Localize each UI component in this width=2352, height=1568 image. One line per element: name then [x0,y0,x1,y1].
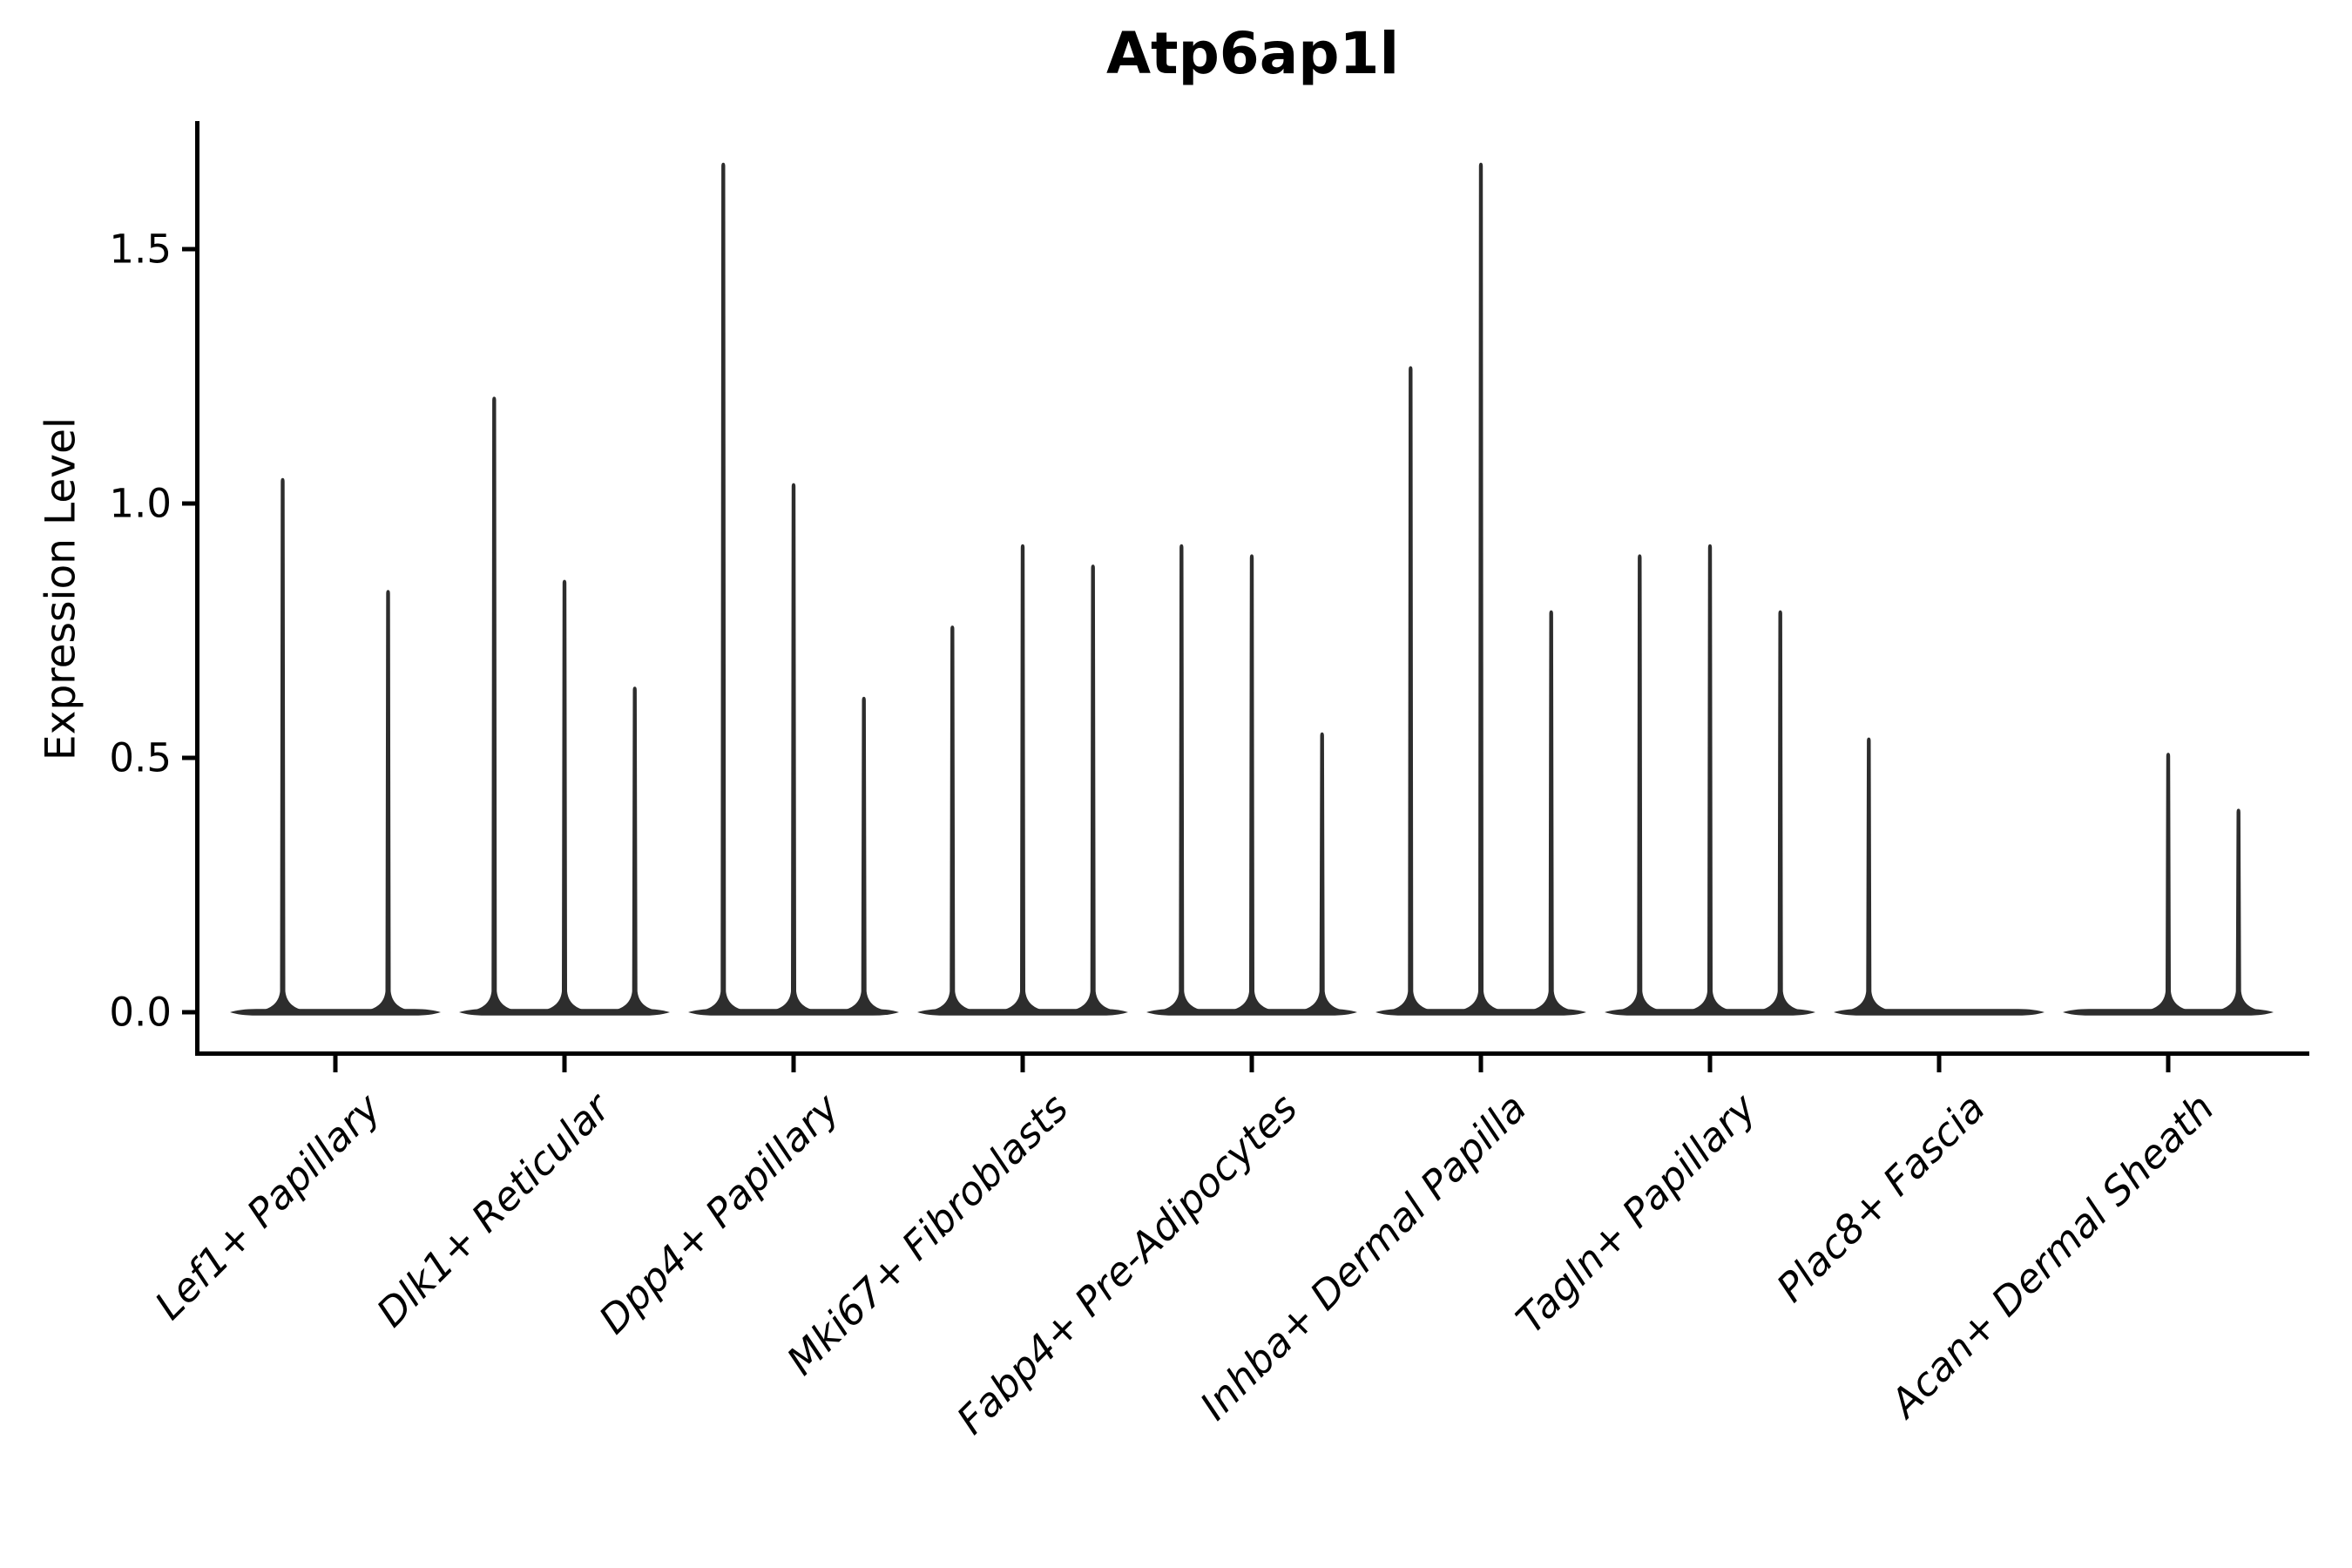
violin-spike-3-1 [1000,544,1045,1010]
violin-spike-8-0 [2146,753,2191,1010]
violin-base-2 [688,1009,899,1016]
violin-spike-4-2 [1299,732,1345,1010]
violin-spike-8-1 [2215,808,2261,1010]
plot-title: Atp6ap1l [1105,20,1400,87]
violin-spike-3-0 [929,625,976,1010]
violin-spike-0-0 [260,477,306,1010]
violin-spike-5-1 [1458,162,1504,1011]
violin-base-5 [1375,1009,1586,1016]
violin-spike-3-2 [1070,564,1116,1010]
violin-base-0 [230,1009,441,1016]
violin-spike-2-0 [700,162,747,1011]
violin-spike-1-2 [612,686,658,1010]
y-tick-label: 1.5 [109,226,172,273]
violin-base-4 [1146,1009,1357,1016]
violin-base-6 [1605,1009,1815,1016]
violin-base-1 [459,1009,670,1016]
violin-spike-2-2 [841,696,887,1010]
violin-spike-5-0 [1388,366,1434,1010]
violin-base-7 [1834,1009,2044,1016]
violin-spike-6-2 [1757,610,1803,1010]
violin-spike-6-0 [1617,554,1663,1010]
violin-spike-5-2 [1528,610,1574,1010]
y-tick-label: 0.0 [109,989,172,1036]
violin-base-8 [2063,1009,2274,1016]
violin-base-3 [917,1009,1128,1016]
violin-spike-1-1 [542,579,587,1010]
violin-spike-2-1 [771,483,816,1010]
violin-spike-4-0 [1159,544,1205,1010]
violin-spike-7-0 [1846,737,1892,1010]
violin-spike-6-1 [1687,544,1733,1010]
violin-spike-0-1 [365,590,411,1010]
y-tick-label: 1.0 [109,480,172,527]
violin-spike-4-1 [1229,554,1274,1010]
violin-spike-1-0 [471,396,517,1010]
y-tick-label: 0.5 [109,734,172,781]
